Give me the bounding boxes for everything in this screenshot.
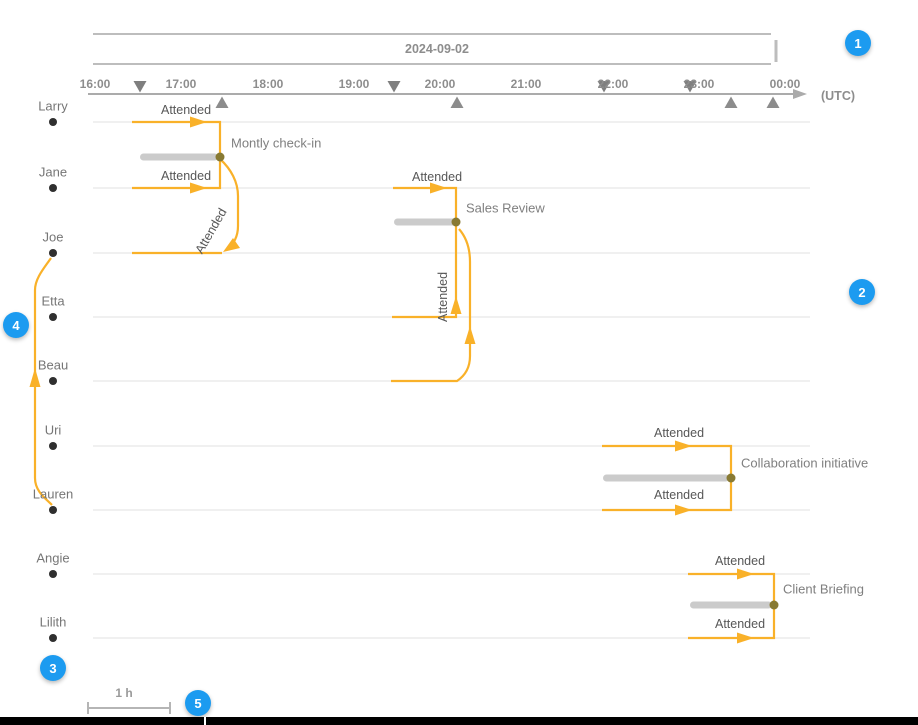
scale-label: 1 h <box>115 686 133 700</box>
entity-label-beau[interactable]: Beau <box>37 357 69 373</box>
event-dot-briefing[interactable] <box>769 600 779 610</box>
event-label-briefing[interactable]: Client Briefing <box>783 581 864 597</box>
axis-tick-1900: 19:00 <box>338 77 370 91</box>
entity-dot-etta[interactable] <box>49 313 57 321</box>
edge-arrow-right-icon <box>737 568 754 580</box>
edge-label-uri-collab: Attended <box>653 426 705 440</box>
event-collaboration-initiative <box>602 440 736 516</box>
entity-label-larry[interactable]: Larry <box>38 98 68 114</box>
edge-jane-etta-sales <box>392 186 458 319</box>
entity-dots <box>49 118 57 642</box>
entity-dot-joe[interactable] <box>49 249 57 257</box>
callout-2: 2 <box>849 279 875 305</box>
event-dot-sales[interactable] <box>451 217 461 227</box>
edge-label-lilith-briefing: Attended <box>714 617 766 631</box>
video-progress-bar[interactable] <box>0 717 918 725</box>
event-start-markers <box>133 81 697 93</box>
callout-1: 1 <box>845 30 871 56</box>
entity-label-etta[interactable]: Etta <box>41 293 65 309</box>
event-end-markers <box>215 96 780 108</box>
utc-label: (UTC) <box>820 89 856 103</box>
event-label-checkin[interactable]: Montly check-in <box>231 135 322 151</box>
axis-tick-1700: 17:00 <box>165 77 197 91</box>
entity-label-joe[interactable]: Joe <box>42 229 64 245</box>
edge-arrow-right-icon <box>675 440 692 452</box>
entity-dot-lilith[interactable] <box>49 634 57 642</box>
entity-dot-lauren[interactable] <box>49 506 57 514</box>
event-label-collab[interactable]: Collaboration initiative <box>741 455 869 471</box>
edge-arrow-up-icon <box>464 326 476 344</box>
axis-tick-0000: 00:00 <box>769 77 801 91</box>
entity-dot-larry[interactable] <box>49 118 57 126</box>
event-bar-briefing[interactable] <box>690 601 772 609</box>
event-client-briefing <box>688 568 779 644</box>
event-label-sales[interactable]: Sales Review <box>466 200 545 216</box>
date-label: 2024-09-02 <box>405 42 469 56</box>
entity-label-angie[interactable]: Angie <box>36 550 70 566</box>
edge-label-jane-sales: Attended <box>411 170 463 184</box>
entity-link-lauren-joe[interactable] <box>29 257 53 506</box>
entity-label-uri[interactable]: Uri <box>44 422 62 438</box>
callout-4: 4 <box>3 312 29 338</box>
entity-label-lilith[interactable]: Lilith <box>39 614 67 630</box>
axis-tick-2200: 22:00 <box>597 77 629 91</box>
edge-label-etta-sales: Attended <box>436 271 450 323</box>
entity-dot-beau[interactable] <box>49 377 57 385</box>
scale-indicator <box>87 702 171 714</box>
edge-label-larry-checkin: Attended <box>160 103 212 117</box>
entity-label-lauren[interactable]: Lauren <box>32 486 74 502</box>
time-axis[interactable] <box>88 81 807 108</box>
axis-arrow-icon <box>793 89 807 99</box>
entity-dot-uri[interactable] <box>49 442 57 450</box>
edge-beau-curve <box>391 228 472 383</box>
event-dot-checkin[interactable] <box>215 152 225 162</box>
edge-arrow-right-icon <box>675 504 692 516</box>
event-dot-collab[interactable] <box>726 473 736 483</box>
axis-tick-2100: 21:00 <box>510 77 542 91</box>
event-sales-review <box>391 182 476 383</box>
event-montly-check-in <box>132 116 240 255</box>
axis-tick-1600: 16:00 <box>79 77 111 91</box>
entity-dot-angie[interactable] <box>49 570 57 578</box>
edge-arrow-right-icon <box>190 116 207 128</box>
edge-label-jane-checkin: Attended <box>160 169 212 183</box>
edge-arrow-right-icon <box>737 632 754 644</box>
edge-arrow-up-icon <box>450 296 462 314</box>
entity-label-jane[interactable]: Jane <box>38 164 68 180</box>
event-bar-sales[interactable] <box>394 218 456 226</box>
event-bar-checkin[interactable] <box>140 153 218 161</box>
date-range-bar[interactable] <box>93 33 778 65</box>
edge-joe-curve <box>219 158 240 251</box>
axis-tick-2000: 20:00 <box>424 77 456 91</box>
callout-5: 5 <box>185 690 211 716</box>
link-arrow-up-icon <box>29 368 41 387</box>
axis-tick-1800: 18:00 <box>252 77 284 91</box>
edge-label-angie-briefing: Attended <box>714 554 766 568</box>
edge-arrow-down-icon <box>223 238 240 252</box>
edge-arrow-right-icon <box>190 182 207 194</box>
event-bar-collab[interactable] <box>603 474 729 482</box>
callout-3: 3 <box>40 655 66 681</box>
axis-tick-2300: 23:00 <box>683 77 715 91</box>
edge-arrow-right-icon <box>430 182 447 194</box>
video-progress-marker[interactable] <box>204 717 206 725</box>
entity-dot-jane[interactable] <box>49 184 57 192</box>
edge-label-lauren-collab: Attended <box>653 488 705 502</box>
